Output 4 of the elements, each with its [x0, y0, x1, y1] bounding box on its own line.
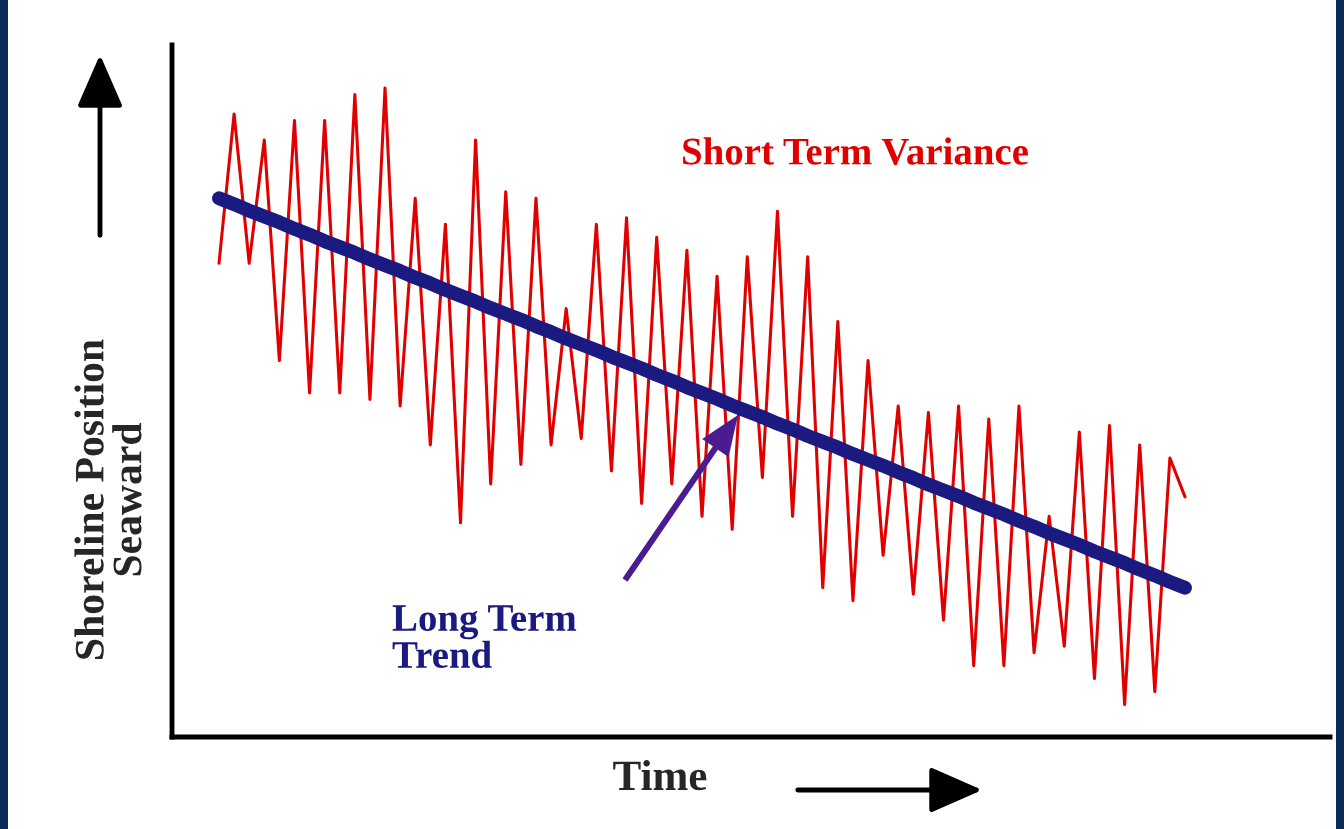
text: Long Term Trend	[392, 605, 577, 669]
y-axis-title: Shoreline Position Seaward	[74, 339, 142, 659]
series-label: Short Term Variance	[683, 137, 1028, 165]
x-axis-title: Time	[613, 760, 707, 791]
